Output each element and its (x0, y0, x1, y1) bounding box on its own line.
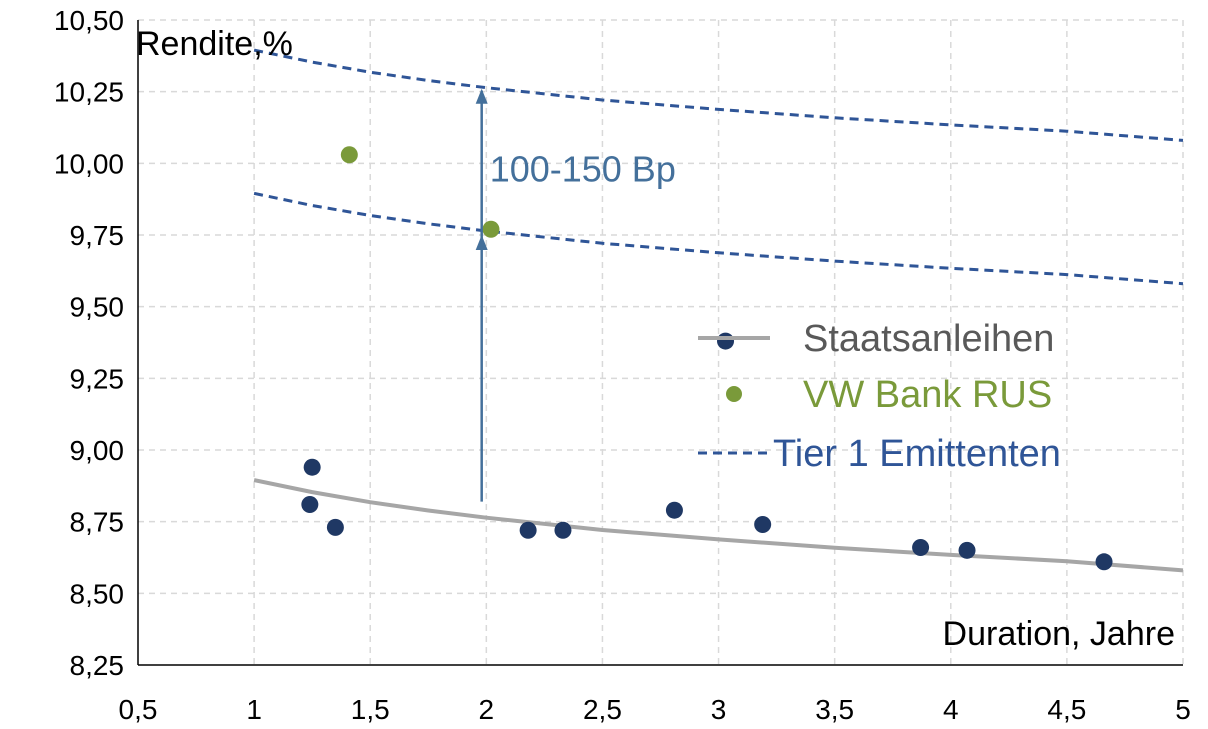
staatsanleihen-point (912, 538, 930, 556)
y-tick-label: 10,00 (54, 148, 124, 179)
tier1-curve-upper (253, 48, 1184, 142)
staatsanleihen-point (326, 518, 344, 536)
y-tick-label: 9,75 (70, 220, 125, 251)
x-tick-label: 0,5 (119, 694, 158, 725)
y-tick-label: 8,75 (70, 507, 125, 538)
axes (137, 20, 1183, 666)
x-tick-label: 2,5 (583, 694, 622, 725)
annotation-label: 100-150 Bp (490, 148, 676, 189)
y-tick-label: 8,25 (70, 650, 125, 681)
vw-bank-point (482, 220, 500, 238)
y-tick-label: 9,25 (70, 363, 125, 394)
staatsanleihen-point (554, 521, 572, 539)
tier1-curve-lower (253, 191, 1184, 286)
points (301, 146, 1113, 571)
staatsanleihen-point (754, 516, 772, 534)
y-tick-label: 9,00 (70, 435, 125, 466)
staatsanleihen-point (665, 501, 683, 519)
x-tick-label: 3 (711, 694, 727, 725)
y-tick-labels: 8,25 8,50 8,75 9,00 9,25 9,50 9,75 10,00 10,25 10… (54, 5, 124, 681)
annotation-arrowhead-upper (475, 88, 488, 104)
legend-staatsanleihen-label: Staatsanleihen (803, 318, 1054, 360)
x-tick-label: 1,5 (351, 694, 390, 725)
legend: Staatsanleihen VW Bank RUS Tier 1 Emittent… (698, 318, 1061, 475)
legend-vw-bank-swatch (726, 386, 742, 402)
staatsanleihen-curve (253, 478, 1184, 573)
x-tick-label: 5 (1175, 694, 1191, 725)
staatsanleihen-point (1095, 553, 1113, 571)
x-tick-label: 3,5 (815, 694, 854, 725)
legend-vw-bank-label: VW Bank RUS (803, 374, 1052, 416)
staatsanleihen-point (717, 332, 735, 350)
y-axis-title: Rendite,% (136, 25, 293, 63)
x-tick-label: 4,5 (1047, 694, 1086, 725)
x-axis-title: Duration, Jahre (943, 615, 1175, 653)
curves (253, 48, 1184, 573)
y-tick-label: 8,50 (70, 578, 125, 609)
x-tick-labels: 0,5 1 1,5 2 2,5 3 3,5 4 4,5 5 (119, 694, 1191, 725)
staatsanleihen-point (301, 495, 319, 513)
legend-tier1-label: Tier 1 Emittenten (773, 433, 1061, 475)
y-tick-label: 10,50 (54, 5, 124, 36)
annotation-arrowhead-lower (475, 235, 488, 250)
grid (138, 19, 1184, 665)
y-tick-label: 9,50 (70, 292, 125, 323)
x-tick-label: 2 (479, 694, 495, 725)
vw-bank-point (340, 146, 358, 164)
staatsanleihen-point (303, 458, 321, 476)
y-tick-label: 10,25 (54, 77, 124, 108)
staatsanleihen-point (958, 541, 976, 559)
x-tick-label: 4 (943, 694, 959, 725)
annotation: 100-150 Bp (475, 88, 676, 502)
x-tick-label: 1 (246, 694, 262, 725)
staatsanleihen-point (519, 521, 537, 539)
